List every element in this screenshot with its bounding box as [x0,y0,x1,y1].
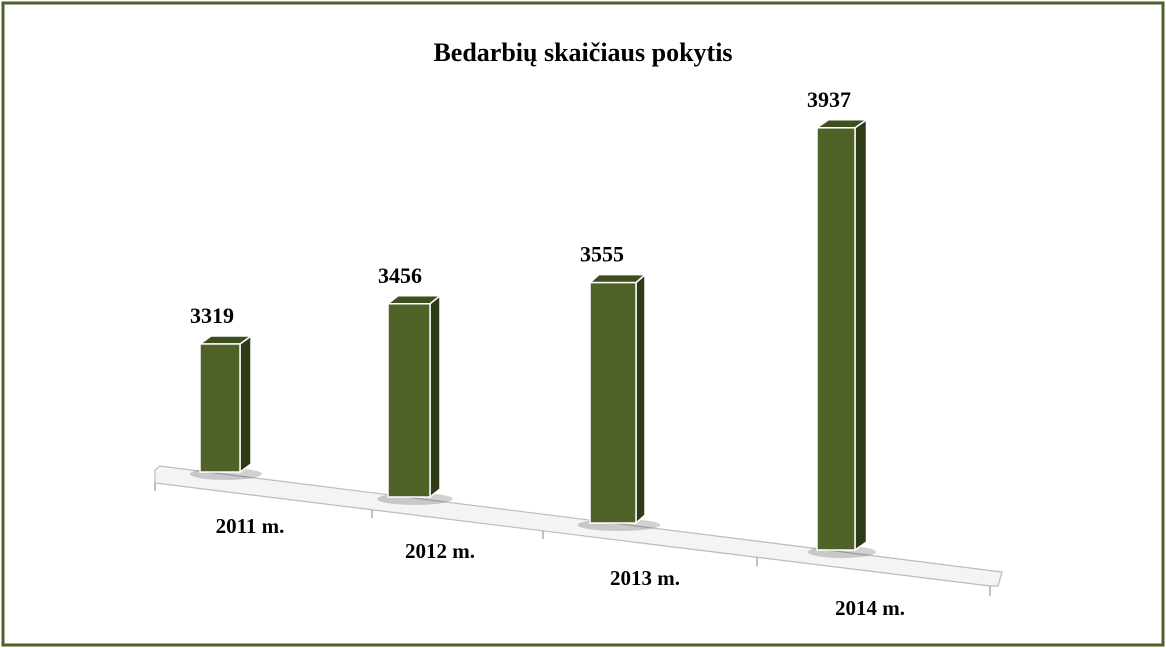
bar [589,281,637,524]
bar-side [429,294,441,499]
value-label: 3937 [807,87,851,112]
value-label: 3456 [378,263,422,288]
bar [199,343,241,473]
bar-side [854,118,868,552]
bar-top [588,273,647,284]
bar-side [239,334,252,474]
bar [816,127,856,551]
x-tick-label: 2014 m. [835,596,905,620]
bar [387,302,431,498]
value-label: 3555 [580,242,624,267]
x-tick-label: 2012 m. [405,539,475,563]
floor-ticks [154,483,991,596]
bar-top [385,294,443,305]
x-tick-label: 2013 m. [610,566,680,590]
bar-side [635,272,646,525]
x-tick-label: 2011 m. [216,514,285,538]
chart-title: Bedarbių skaičiaus pokytis [433,38,732,67]
value-label: 3319 [190,303,234,328]
